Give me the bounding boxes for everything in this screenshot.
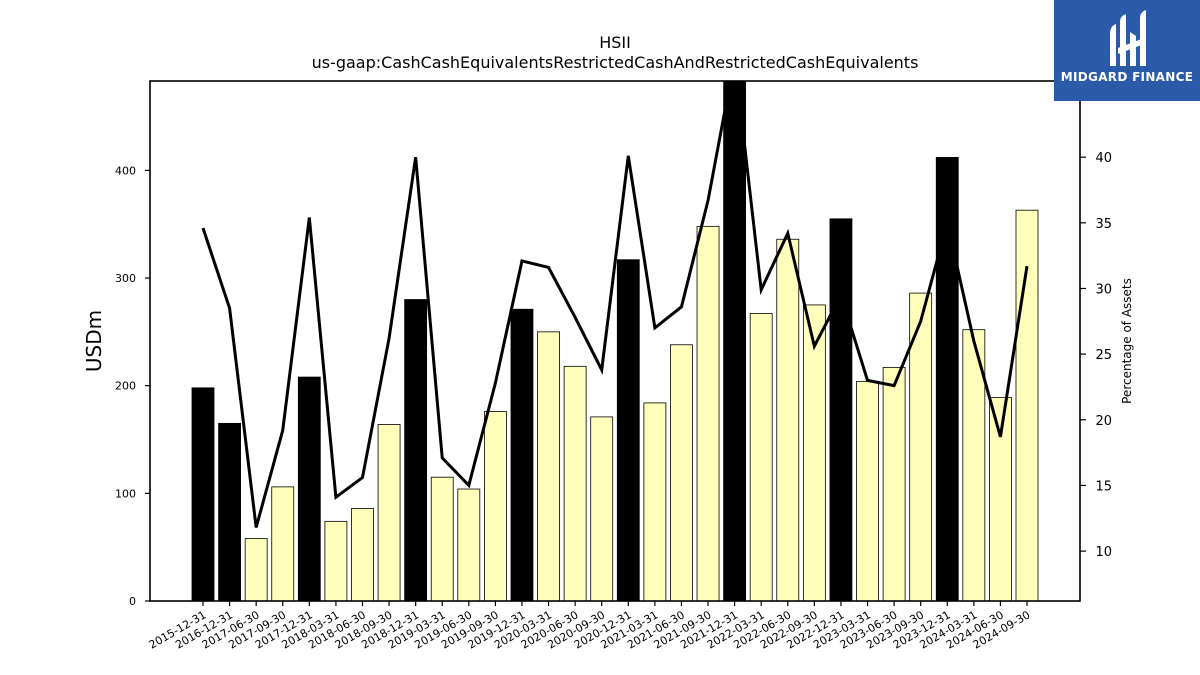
bar-2022-03-31 — [749, 313, 773, 601]
chart-subtitle: us-gaap:CashCashEquivalentsRestrictedCas… — [312, 53, 919, 72]
bar-2023-06-30 — [882, 366, 906, 601]
bar-2022-12-31 — [829, 218, 853, 601]
bar-2017-09-30 — [271, 486, 295, 601]
bar-2018-12-31 — [404, 299, 428, 601]
line-series-layer — [201, 81, 1029, 528]
bar-2022-09-30 — [802, 304, 826, 601]
y2-tick-label: 30 — [1095, 282, 1112, 297]
right-axis: 10 15 20 25 30 35 40 — [1080, 151, 1112, 560]
bar-2016-12-31 — [218, 422, 241, 601]
bar-2018-09-30 — [377, 424, 401, 601]
plot-frame — [149, 80, 1081, 602]
bar-2021-09-30 — [696, 225, 720, 601]
y2-axis-label: Percentage of Assets — [1120, 278, 1134, 404]
chart-title: HSII — [599, 33, 631, 52]
bar-2019-06-30 — [457, 488, 481, 601]
bar-2024-03-31 — [962, 329, 986, 601]
bar-2018-03-31 — [324, 520, 348, 601]
y-tick-label: 300 — [115, 272, 136, 285]
y2-tick-label: 35 — [1095, 217, 1112, 232]
x-axis: 2015-12-312016-12-312017-06-302017-09-30… — [147, 601, 1033, 652]
y2-tick-label: 10 — [1095, 545, 1112, 560]
left-axis: 0 100 200 300 400 — [115, 164, 150, 608]
midgard-logo-icon — [1110, 10, 1146, 66]
bar-series — [191, 81, 1039, 601]
logo-text: MIDGARD FINANCE — [1060, 70, 1194, 84]
bar-2020-06-30 — [563, 365, 587, 601]
bar-2021-06-30 — [670, 344, 693, 601]
bar-2023-03-31 — [856, 380, 879, 601]
y-tick-label: 400 — [115, 164, 136, 177]
bar-2017-12-31 — [297, 376, 321, 601]
percentage-of-assets-line — [201, 81, 1029, 528]
bar-2020-03-31 — [537, 331, 560, 601]
bar-2020-12-31 — [616, 259, 640, 601]
bar-2023-09-30 — [909, 292, 933, 601]
bar-2022-06-30 — [776, 238, 800, 601]
bar-2020-09-30 — [590, 416, 614, 601]
y2-tick-label: 40 — [1095, 151, 1112, 166]
bar-2019-12-31 — [510, 308, 534, 601]
bar-2017-06-30 — [244, 538, 268, 601]
bar-2018-06-30 — [351, 508, 374, 601]
bar-2015-12-31 — [191, 387, 215, 601]
y-tick-label: 0 — [129, 595, 136, 608]
y-axis-label: USDm — [82, 310, 106, 372]
bar-2021-12-31 — [723, 81, 747, 601]
y2-tick-label: 25 — [1095, 348, 1112, 363]
y2-tick-label: 15 — [1095, 479, 1112, 494]
midgard-finance-logo: MIDGARD FINANCE — [1054, 0, 1200, 101]
y-tick-label: 100 — [115, 487, 136, 500]
y-tick-label: 200 — [115, 380, 136, 393]
y2-tick-label: 20 — [1095, 414, 1112, 429]
bar-2019-03-31 — [430, 476, 454, 601]
bar-2019-09-30 — [483, 411, 507, 601]
bar-2021-03-31 — [643, 402, 667, 601]
